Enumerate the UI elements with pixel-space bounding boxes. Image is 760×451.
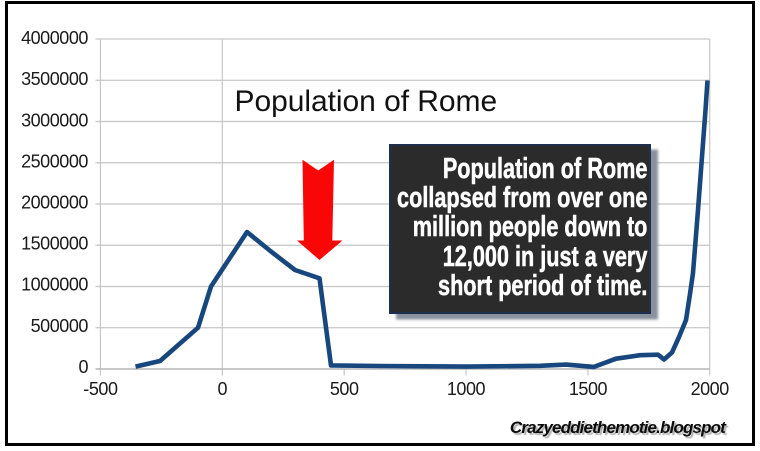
- svg-text:500000: 500000: [31, 316, 89, 336]
- svg-text:2500000: 2500000: [21, 151, 88, 171]
- svg-text:4000000: 4000000: [21, 28, 88, 48]
- svg-text:1500: 1500: [569, 379, 608, 399]
- svg-text:2000000: 2000000: [21, 193, 88, 213]
- svg-text:0: 0: [218, 379, 228, 399]
- svg-text:3500000: 3500000: [21, 69, 88, 89]
- svg-text:0: 0: [78, 357, 88, 377]
- svg-text:-500: -500: [83, 379, 118, 399]
- svg-text:500: 500: [330, 379, 359, 399]
- svg-text:3000000: 3000000: [21, 110, 88, 130]
- svg-text:1000000: 1000000: [21, 275, 88, 295]
- svg-text:2000: 2000: [691, 379, 730, 399]
- svg-text:1000: 1000: [447, 379, 486, 399]
- svg-text:1500000: 1500000: [21, 234, 88, 254]
